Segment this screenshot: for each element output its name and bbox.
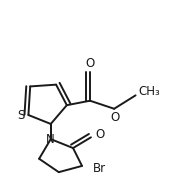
Text: O: O [85, 57, 95, 70]
Text: O: O [110, 111, 120, 124]
Text: O: O [95, 128, 104, 141]
Text: N: N [46, 133, 55, 146]
Text: S: S [17, 109, 25, 122]
Text: CH₃: CH₃ [138, 85, 160, 98]
Text: Br: Br [92, 162, 105, 175]
